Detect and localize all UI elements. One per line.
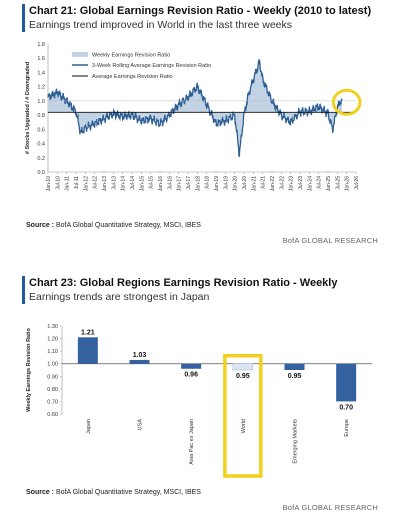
x-tick-label: Jul-18	[205, 176, 211, 190]
x-tick-label: Jan-20	[233, 176, 239, 192]
x-tick-label: Jul-21	[261, 176, 267, 190]
bar-asia-pac-ex-japan	[181, 363, 202, 369]
y-tick-label: 1.8	[37, 42, 45, 48]
x-tick-label: Jul-25	[335, 176, 341, 190]
legend-label-weekly: Weekly Earnings Revision Ratio	[92, 53, 170, 59]
bar-world	[232, 363, 254, 371]
x-category-label: Europe	[344, 419, 350, 437]
x-tick-label: Jul-26	[354, 176, 360, 190]
x-tick-label: Jul-19	[223, 176, 229, 190]
x-tick-label: Jul-16	[167, 176, 173, 190]
bar-value-label: 0.70	[339, 404, 353, 411]
chart-21-panel: Chart 21: Global Earnings Revision Ratio…	[22, 4, 380, 246]
bar-value-label: 0.96	[184, 372, 198, 379]
y-tick-label: 0.60	[47, 412, 58, 418]
x-tick-label: Jan-26	[345, 176, 351, 192]
regions-bar-chart: Weekly Earnings Revision Ratio 0.60 0.70 0.…	[26, 324, 372, 478]
x-category-label: World	[241, 419, 247, 433]
x-tick-label: Jan-19	[214, 176, 220, 192]
y-tick-label: 0.6	[37, 127, 45, 133]
y-tick-label: 1.20	[47, 337, 58, 343]
chart-21-source-text: BofA Global Quantitative Strategy, MSCI,…	[55, 222, 201, 229]
x-tick-label: Jan-21	[251, 176, 257, 192]
x-tick-label: Jul-22	[279, 176, 285, 190]
bar-europe	[336, 363, 357, 402]
chart-23-source-label: Source :	[26, 489, 55, 496]
x-tick-label: Jan-16	[158, 176, 164, 192]
bar-value-label: 1.03	[133, 352, 147, 359]
x-tick-label: Jan-12	[83, 176, 89, 192]
chart-23-subtitle: Earnings trends are strongest in Japan	[29, 291, 210, 303]
chart-23-source: Source : BofA Global Quantitative Strate…	[26, 489, 201, 496]
x-tick-label: Jul-17	[186, 176, 192, 190]
bar-value-label: 1.21	[81, 329, 95, 336]
bar-japan	[77, 337, 98, 364]
y-tick-label: 0.70	[47, 399, 58, 405]
chart-21-source-label: Source :	[26, 222, 55, 229]
y-tick-label: 0.2	[37, 156, 45, 162]
revision-ratio-line-chart: # Stocks Upgraded / # Downgraded 0.0 0.2 0.…	[25, 42, 362, 192]
y-tick-label: 1.00	[47, 362, 58, 368]
weekly-ratio-area	[48, 58, 342, 155]
y-axis-label: Weekly Earnings Revision Ratio	[26, 328, 32, 412]
x-tick-label: Jul-11	[74, 176, 80, 189]
y-tick-label: 0.90	[47, 374, 58, 380]
x-tick-label: Jul-14	[130, 176, 136, 190]
y-tick-label: 1.0	[37, 99, 45, 105]
y-tick-label: 1.30	[47, 324, 58, 330]
y-tick-label: 0.80	[47, 387, 58, 393]
x-tick-label: Jul-13	[111, 176, 117, 190]
chart-23-brand: BofA GLOBAL RESEARCH	[282, 503, 378, 512]
bar-value-label: 0.95	[236, 373, 250, 380]
x-tick-label: Jan-25	[326, 176, 332, 192]
x-tick-label: Jul-24	[317, 176, 323, 190]
x-tick-label: Jul-23	[298, 176, 304, 190]
world-highlight-box	[223, 353, 263, 478]
bar-usa	[129, 359, 150, 364]
x-category-label: Emerging Markets	[293, 419, 299, 464]
chart-21-title: Chart 21: Global Earnings Revision Ratio…	[29, 5, 372, 17]
y-tick-label: 1.6	[37, 56, 45, 62]
x-category-label: USA	[138, 419, 144, 431]
y-tick-label: 0.8	[37, 113, 45, 119]
y-tick-label: 1.4	[37, 70, 45, 76]
x-tick-label: Jul-15	[149, 176, 155, 190]
y-tick-label: 0.0	[37, 170, 45, 176]
x-tick-label: Jan-17	[177, 176, 183, 192]
x-tick-label: Jul-12	[93, 176, 99, 190]
y-tick-label: 0.4	[37, 142, 45, 148]
bar-value-label: 0.95	[288, 373, 302, 380]
x-tick-label: Jan-15	[139, 176, 145, 192]
y-axis-label: # Stocks Upgraded / # Downgraded	[25, 62, 31, 154]
x-tick-label: Jan-10	[46, 176, 52, 192]
chart-21-subtitle: Earnings trend improved in World in the …	[29, 19, 293, 31]
legend-label-average: Average Earnings Revision Ratio	[92, 74, 173, 80]
chart-21-brand: BofA GLOBAL RESEARCH	[282, 236, 378, 245]
x-tick-label: Jan-18	[195, 176, 201, 192]
chart-21-source: Source : BofA Global Quantitative Strate…	[26, 222, 201, 229]
chart-21-header: Chart 21: Global Earnings Revision Ratio…	[22, 4, 380, 32]
x-tick-label: Jan-11	[65, 176, 71, 191]
legend-swatch-weekly	[72, 52, 88, 57]
rolling-average-line	[47, 58, 343, 157]
chart-23-panel: Chart 23: Global Regions Earnings Revisi…	[22, 276, 380, 514]
x-tick-label: Jul-20	[242, 176, 248, 190]
legend-label-rolling: 3-Week Rolling Average Earnings Revision…	[92, 63, 211, 69]
highlight-ellipse	[331, 88, 362, 116]
y-tick-label: 1.10	[47, 349, 58, 355]
chart-23-title: Chart 23: Global Regions Earnings Revisi…	[29, 277, 338, 289]
x-tick-label: Jul-10	[55, 176, 61, 190]
x-tick-label: Jan-22	[270, 176, 276, 192]
x-tick-label: Jan-13	[102, 176, 108, 192]
bar-emerging-markets	[284, 363, 305, 370]
x-category-label: Japan	[86, 419, 92, 434]
chart-23-source-text: BofA Global Quantitative Strategy, MSCI,…	[55, 489, 201, 496]
chart-23-header: Chart 23: Global Regions Earnings Revisi…	[22, 276, 380, 304]
x-tick-label: Jan-23	[289, 176, 295, 192]
x-tick-label: Jan-14	[121, 176, 127, 192]
x-category-label: Asia Pac ex Japan	[189, 419, 195, 465]
y-tick-label: 1.2	[37, 85, 45, 91]
x-tick-label: Jan-24	[307, 176, 313, 192]
